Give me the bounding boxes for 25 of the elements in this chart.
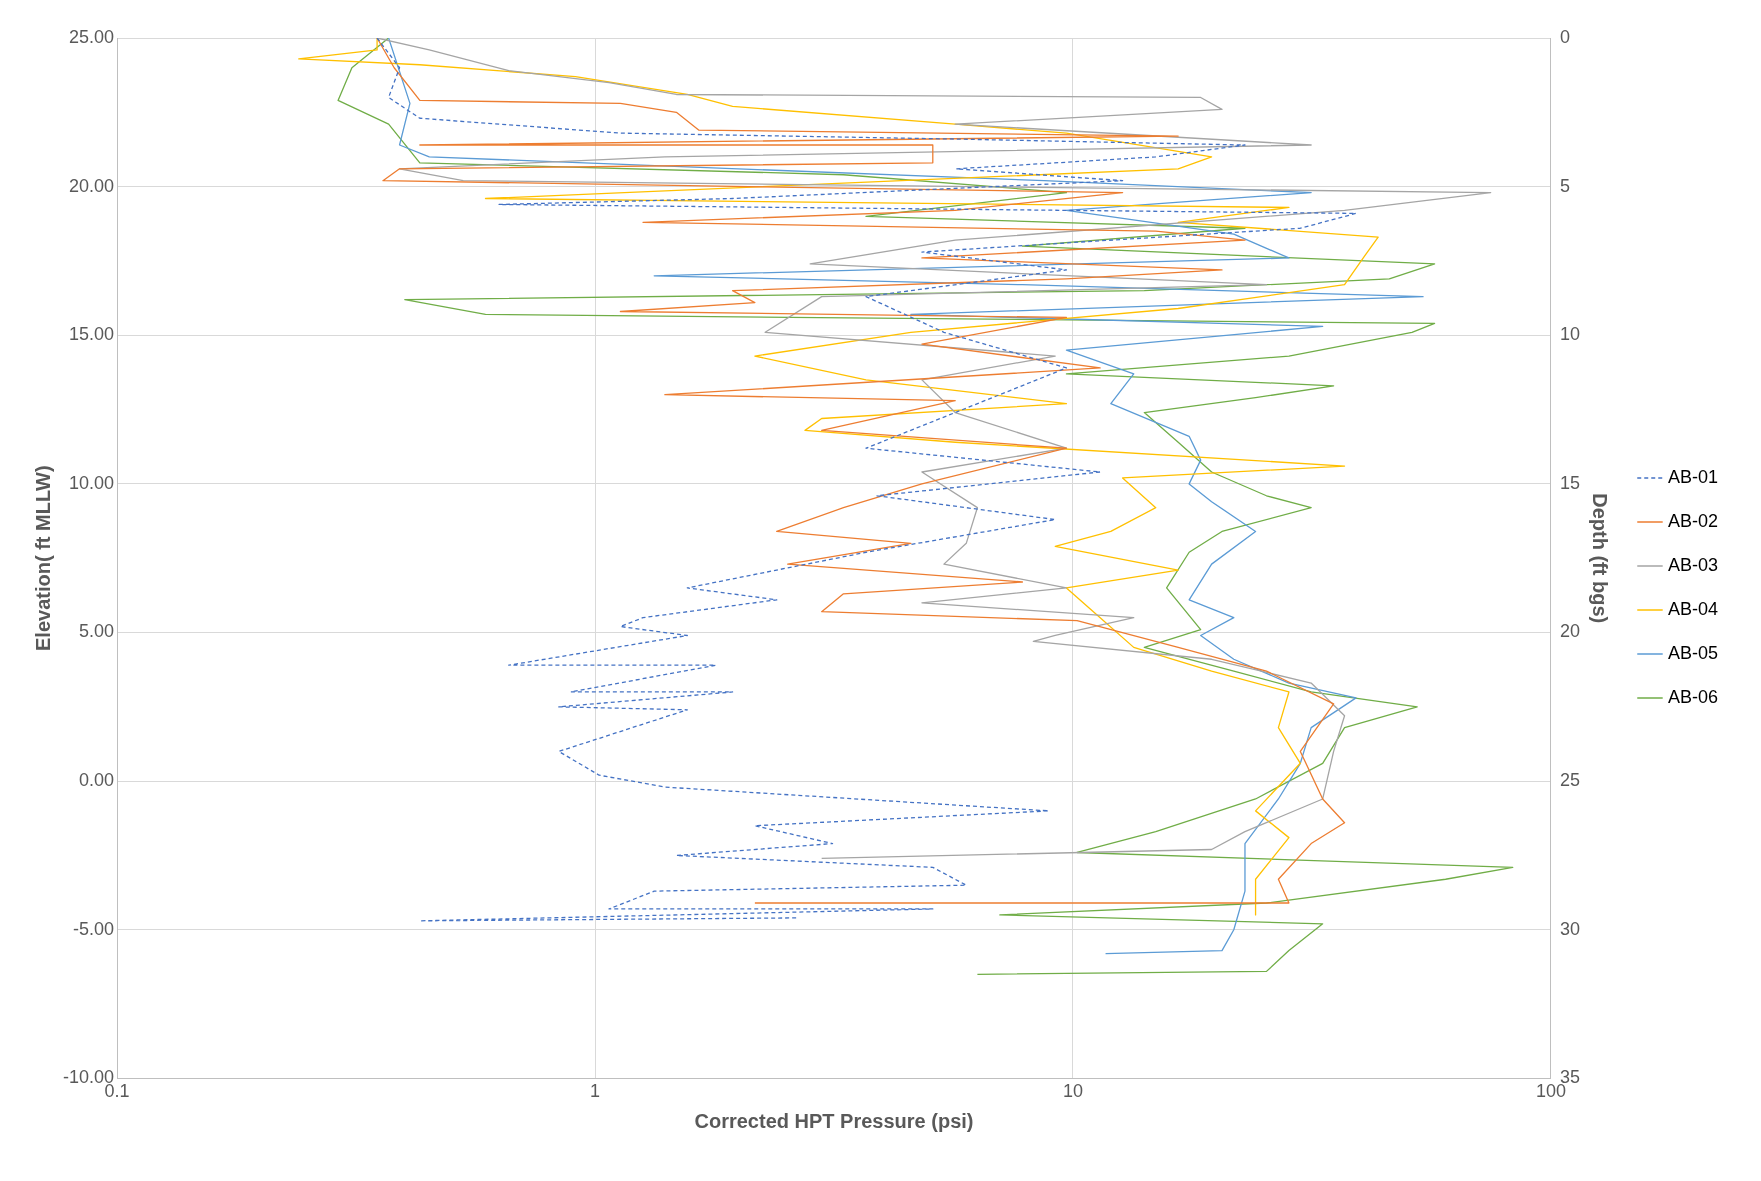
y2-axis-title: Depth (ft bgs) [1589,493,1612,624]
x-tick-label: 1 [590,1081,601,1102]
y2-tick-label: 20 [1559,621,1580,642]
x-tick-label: 10 [1062,1081,1083,1102]
y2-tick-label: 5 [1559,175,1570,196]
legend-label: AB-01 [1667,466,1718,487]
y2-tick-label: 15 [1559,472,1580,493]
y-tick-label: 20.00 [68,175,115,196]
y-tick-label: 5.00 [78,621,115,642]
y2-tick-label: 25 [1559,770,1580,791]
y-tick-label: -5.00 [73,918,115,939]
legend-label: AB-05 [1667,642,1718,663]
legend-label: AB-02 [1667,510,1718,531]
y-tick-label: 25.00 [68,26,115,47]
y2-tick-label: 10 [1559,324,1580,345]
y-tick-label: 15.00 [68,324,115,345]
y2-tick-label: 30 [1559,918,1580,939]
legend-label: AB-04 [1667,598,1718,619]
x-axis-title: Corrected HPT Pressure (psi) [694,1109,974,1132]
legend-label: AB-03 [1667,554,1718,575]
y-tick-label: 10.00 [68,472,115,493]
y-axis-title: Elevation( ft MLLW) [31,465,54,651]
y-tick-label: 0.00 [78,770,115,791]
legend-label: AB-06 [1667,686,1718,707]
y2-tick-label: 0 [1559,26,1570,47]
